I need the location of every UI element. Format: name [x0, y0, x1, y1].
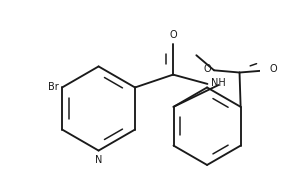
Text: N: N [95, 155, 102, 165]
Text: O: O [169, 30, 177, 40]
Text: NH: NH [211, 78, 226, 88]
Text: O: O [270, 64, 277, 74]
Text: Br: Br [48, 82, 59, 92]
Text: O: O [204, 64, 211, 74]
